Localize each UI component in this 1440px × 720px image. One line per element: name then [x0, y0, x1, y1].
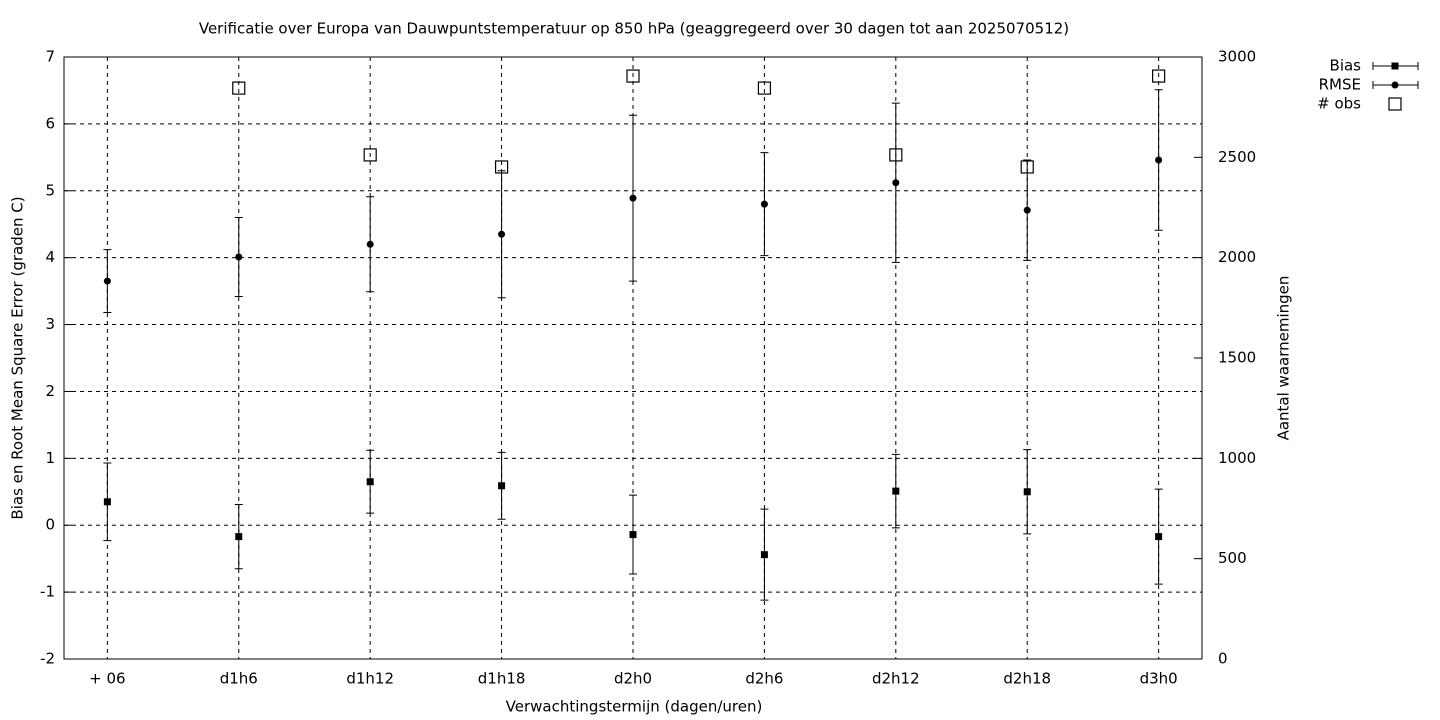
x-tick-label: + 06	[89, 670, 125, 688]
y2-tick-label: 3000	[1218, 48, 1256, 66]
data-point	[232, 81, 246, 95]
legend-marker	[1391, 62, 1399, 70]
y-tick-label: 6	[45, 114, 55, 132]
x-tick-label: d2h6	[745, 670, 783, 688]
data-point	[235, 533, 243, 541]
y-tick-label: -2	[40, 650, 55, 668]
data-point	[1155, 533, 1163, 541]
legend-label: # obs	[1317, 95, 1361, 113]
legend-label: RMSE	[1319, 76, 1361, 94]
y2-axis-label: Aantal waarnemingen	[1275, 276, 1293, 441]
y2-tick-label: 0	[1218, 650, 1228, 668]
legend-label: Bias	[1330, 57, 1362, 75]
chart-title: Verificatie over Europa van Dauwpuntstem…	[199, 20, 1069, 38]
legend-marker	[1391, 81, 1399, 89]
data-point	[629, 531, 637, 539]
y2-tick-label: 1000	[1218, 449, 1256, 467]
legend-marker	[1388, 97, 1402, 111]
x-tick-label: d2h12	[872, 670, 920, 688]
y-axis-label: Bias en Root Mean Square Error (graden C…	[9, 196, 27, 519]
data-point	[1023, 488, 1031, 496]
data-point	[498, 482, 506, 490]
y-tick-label: 7	[45, 48, 55, 66]
x-tick-label: d2h18	[1003, 670, 1051, 688]
data-point	[494, 160, 509, 174]
data-point	[760, 200, 768, 208]
y-tick-label: 2	[45, 382, 55, 400]
data-point	[103, 277, 111, 285]
y2-tick-label: 2000	[1218, 248, 1256, 266]
x-tick-label: d3h0	[1140, 670, 1178, 688]
data-point	[1155, 156, 1163, 164]
x-tick-label: d1h18	[478, 670, 526, 688]
y2-tick-label: 1500	[1218, 349, 1256, 367]
data-point	[892, 179, 900, 187]
y-tick-label: 3	[45, 315, 55, 333]
y2-tick-label: 2500	[1218, 148, 1256, 166]
y2-tick-label: 500	[1218, 549, 1247, 567]
data-point	[363, 148, 377, 162]
data-point	[889, 148, 903, 162]
y-tick-label: 1	[45, 449, 55, 467]
x-tick-label: d2h0	[614, 670, 652, 688]
y-tick-label: -1	[40, 583, 55, 601]
data-point	[498, 230, 506, 238]
data-point	[757, 81, 772, 95]
x-tick-label: d1h6	[220, 670, 258, 688]
data-point	[1020, 160, 1034, 174]
data-point	[626, 69, 640, 83]
data-point	[235, 253, 243, 261]
data-point	[103, 498, 111, 506]
data-point	[1152, 69, 1166, 83]
data-point	[366, 240, 374, 248]
x-tick-label: d1h12	[346, 670, 394, 688]
plot-frame	[63, 56, 1203, 660]
y-tick-label: 4	[45, 248, 55, 266]
data-point	[760, 551, 768, 559]
data-point	[1023, 206, 1031, 214]
y-tick-label: 5	[45, 181, 55, 199]
data-point	[892, 487, 900, 495]
data-point	[366, 478, 374, 486]
y-tick-label: 0	[45, 516, 55, 534]
x-axis-label: Verwachtingstermijn (dagen/uren)	[506, 698, 763, 716]
data-point	[629, 194, 637, 202]
